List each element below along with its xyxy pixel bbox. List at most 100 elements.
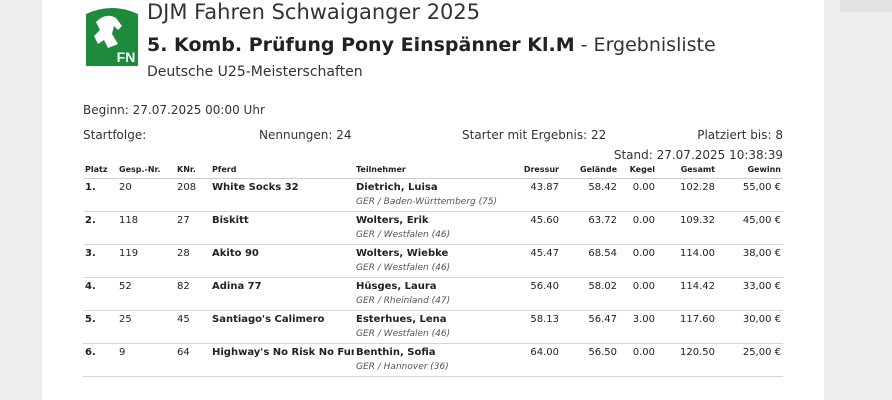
cell-gesamt: 117.60 xyxy=(657,310,717,344)
cell-dressur: 45.47 xyxy=(507,244,561,278)
cell-knr: 82 xyxy=(175,277,210,311)
timestamp: Stand: 27.07.2025 10:38:39 xyxy=(613,148,783,162)
table-row: 3. 119 28 Akito 90 Wolters, Wiebke GER / … xyxy=(83,244,783,278)
event-title: DJM Fahren Schwaiganger 2025 xyxy=(147,0,481,24)
cell-platz: 4. xyxy=(83,277,117,311)
cell-gesp: 25 xyxy=(117,310,175,344)
cell-gelaende: 68.54 xyxy=(561,244,619,278)
cell-platz: 5. xyxy=(83,310,117,344)
rider-name: Hüsges, Laura xyxy=(356,281,437,292)
cell-pferd: White Socks 32 xyxy=(210,178,354,212)
cell-gewinn: 45,00 € xyxy=(717,211,783,245)
cell-gewinn: 55,00 € xyxy=(717,178,783,212)
cell-gewinn: 38,00 € xyxy=(717,244,783,278)
fn-logo-icon: FN xyxy=(86,8,138,66)
fn-logo: FN xyxy=(82,4,142,66)
competition-title: 5. Komb. Prüfung Pony Einspänner Kl.M - … xyxy=(147,34,716,56)
cell-dressur: 56.40 xyxy=(507,277,561,311)
rider-name: Esterhues, Lena xyxy=(356,314,447,325)
cell-gesp: 9 xyxy=(117,343,175,377)
competition-suffix: - Ergebnisliste xyxy=(574,34,716,56)
cell-teilnehmer: Wolters, Erik GER / Westfalen (46) xyxy=(354,211,507,245)
cell-gelaende: 58.02 xyxy=(561,277,619,311)
cell-gesp: 118 xyxy=(117,211,175,245)
cell-knr: 28 xyxy=(175,244,210,278)
cell-platz: 2. xyxy=(83,211,117,245)
cell-gelaende: 63.72 xyxy=(561,211,619,245)
start-date: Beginn: 27.07.2025 00:00 Uhr xyxy=(83,103,265,117)
cell-knr: 208 xyxy=(175,178,210,212)
cell-knr: 27 xyxy=(175,211,210,245)
fn-logo-text: FN xyxy=(117,49,136,65)
start-order-label: Startfolge: xyxy=(83,128,147,142)
placed-until: Platziert bis: 8 xyxy=(697,128,783,142)
cell-gesamt: 114.42 xyxy=(657,277,717,311)
cell-pferd: Biskitt xyxy=(210,211,354,245)
col-platz: Platz xyxy=(83,163,117,179)
rider-name: Wolters, Erik xyxy=(356,215,429,226)
col-gesp: Gesp.-Nr. xyxy=(117,163,175,179)
cell-teilnehmer: Wolters, Wiebke GER / Westfalen (46) xyxy=(354,244,507,278)
table-header-row: Platz Gesp.-Nr. KNr. Pferd Teilnehmer Dr… xyxy=(83,163,783,179)
col-pferd: Pferd xyxy=(210,163,354,179)
col-dressur: Dressur xyxy=(507,163,561,179)
cell-dressur: 58.13 xyxy=(507,310,561,344)
table-row: 4. 52 82 Adina 77 Hüsges, Laura GER / Rhe… xyxy=(83,277,783,311)
cell-gewinn: 30,00 € xyxy=(717,310,783,344)
competition-subtitle: Deutsche U25-Meisterschaften xyxy=(147,64,363,80)
col-gelaende: Gelände xyxy=(561,163,619,179)
cell-gelaende: 58.42 xyxy=(561,178,619,212)
background-strip xyxy=(840,0,892,12)
cell-gelaende: 56.50 xyxy=(561,343,619,377)
col-knr: KNr. xyxy=(175,163,210,179)
cell-kegel: 0.00 xyxy=(619,211,657,245)
cell-teilnehmer: Dietrich, Luisa GER / Baden-Württemberg (… xyxy=(354,178,507,212)
cell-knr: 64 xyxy=(175,343,210,377)
rider-name: Benthin, Sofia xyxy=(356,347,436,358)
cell-kegel: 0.00 xyxy=(619,178,657,212)
cell-gesamt: 109.32 xyxy=(657,211,717,245)
rider-club: GER / Rheinland (47) xyxy=(356,296,451,306)
cell-platz: 6. xyxy=(83,343,117,377)
cell-kegel: 0.00 xyxy=(619,277,657,311)
cell-dressur: 45.60 xyxy=(507,211,561,245)
cell-platz: 3. xyxy=(83,244,117,278)
cell-dressur: 43.87 xyxy=(507,178,561,212)
cell-pferd: Highway's No Risk No Fun xyxy=(210,343,354,377)
rider-club: GER / Hannover (36) xyxy=(356,362,449,372)
col-gewinn: Gewinn xyxy=(717,163,783,179)
results-table: Platz Gesp.-Nr. KNr. Pferd Teilnehmer Dr… xyxy=(83,163,783,377)
cell-gelaende: 56.47 xyxy=(561,310,619,344)
cell-gesamt: 114.00 xyxy=(657,244,717,278)
rider-name: Wolters, Wiebke xyxy=(356,248,449,259)
rider-name: Dietrich, Luisa xyxy=(356,182,438,193)
competition-name: 5. Komb. Prüfung Pony Einspänner Kl.M xyxy=(147,34,575,56)
table-row: 5. 25 45 Santiago's Calimero Esterhues, … xyxy=(83,310,783,344)
cell-gesp: 52 xyxy=(117,277,175,311)
starters-count: Starter mit Ergebnis: 22 xyxy=(462,128,607,142)
rider-club: GER / Westfalen (46) xyxy=(356,263,451,273)
table-row: 6. 9 64 Highway's No Risk No Fun Benthin… xyxy=(83,343,783,377)
cell-gewinn: 33,00 € xyxy=(717,277,783,311)
cell-gesamt: 102.28 xyxy=(657,178,717,212)
cell-knr: 45 xyxy=(175,310,210,344)
cell-kegel: 0.00 xyxy=(619,343,657,377)
cell-gewinn: 25,00 € xyxy=(717,343,783,377)
cell-pferd: Santiago's Calimero xyxy=(210,310,354,344)
cell-teilnehmer: Esterhues, Lena GER / Westfalen (46) xyxy=(354,310,507,344)
table-row: 1. 20 208 White Socks 32 Dietrich, Luisa… xyxy=(83,178,783,212)
cell-gesp: 119 xyxy=(117,244,175,278)
cell-dressur: 64.00 xyxy=(507,343,561,377)
cell-gesp: 20 xyxy=(117,178,175,212)
col-teilnehmer: Teilnehmer xyxy=(354,163,507,179)
entries-count: Nennungen: 24 xyxy=(259,128,352,142)
cell-kegel: 3.00 xyxy=(619,310,657,344)
cell-platz: 1. xyxy=(83,178,117,212)
cell-pferd: Adina 77 xyxy=(210,277,354,311)
cell-kegel: 0.00 xyxy=(619,244,657,278)
rider-club: GER / Westfalen (46) xyxy=(356,329,451,339)
cell-gesamt: 120.50 xyxy=(657,343,717,377)
rider-club: GER / Baden-Württemberg (75) xyxy=(356,197,498,207)
results-sheet: FN DJM Fahren Schwaiganger 2025 5. Komb.… xyxy=(42,0,824,400)
cell-teilnehmer: Hüsges, Laura GER / Rheinland (47) xyxy=(354,277,507,311)
